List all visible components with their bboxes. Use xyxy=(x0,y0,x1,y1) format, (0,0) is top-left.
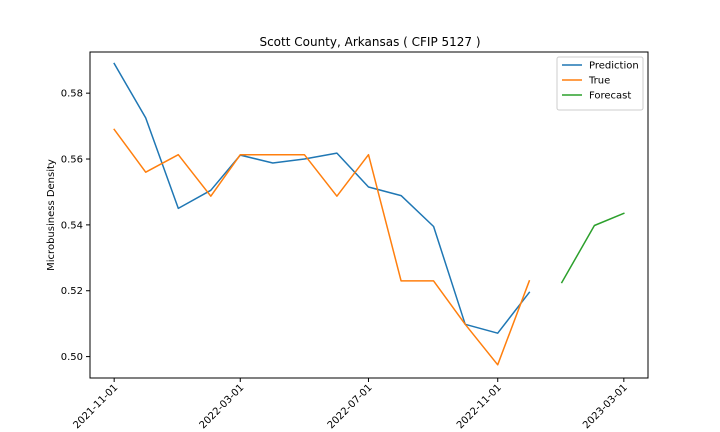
legend-box xyxy=(556,56,644,111)
y-tick-label: 0.58 xyxy=(61,89,83,100)
legend-label: Prediction xyxy=(589,61,639,72)
legend-label: Forecast xyxy=(589,91,631,102)
y-tick-label: 0.52 xyxy=(61,286,83,297)
series-line-prediction xyxy=(113,62,531,334)
chart-title: Scott County, Arkansas ( CFIP 5127 ) xyxy=(259,35,480,49)
y-axis: 0.50 0.52 0.54 0.56 0.58 xyxy=(61,89,90,363)
y-tick-label: 0.54 xyxy=(61,220,83,231)
series-line-forecast xyxy=(560,212,625,284)
plot-frame xyxy=(89,51,649,379)
series-line-true xyxy=(113,128,531,366)
legend: Prediction True Forecast xyxy=(556,56,644,111)
plot-area xyxy=(113,62,625,366)
y-tick-label: 0.50 xyxy=(61,352,83,363)
legend-label: True xyxy=(588,76,610,87)
y-axis-title: Microbusiness Density xyxy=(46,159,57,271)
y-tick-label: 0.56 xyxy=(61,155,83,166)
